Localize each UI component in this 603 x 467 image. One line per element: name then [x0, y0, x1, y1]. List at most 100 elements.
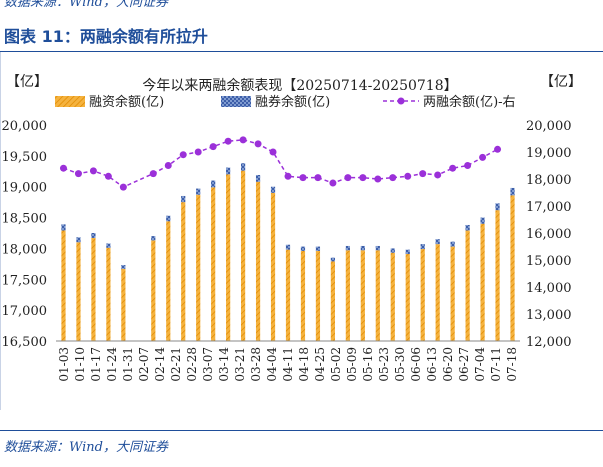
bottom-source-note: 数据来源：Wind，大同证券	[4, 440, 168, 455]
x-tick-label: 02-21	[169, 347, 183, 382]
financing-bar	[315, 250, 321, 341]
total-balance-point	[329, 179, 337, 187]
total-balance-point	[149, 170, 157, 178]
total-balance-point	[359, 174, 367, 182]
securities-bar	[270, 186, 276, 193]
left-tick-label: 18,000	[2, 242, 48, 257]
total-balance-point	[374, 175, 382, 183]
legend-label-securities: 融券余额(亿)	[255, 94, 330, 110]
securities-bar	[420, 244, 425, 250]
x-tick-label: 05-23	[377, 347, 391, 382]
right-tick-label: 13,000	[526, 308, 572, 323]
securities-bar	[330, 257, 336, 262]
x-tick-label: 02-28	[185, 347, 199, 382]
total-balance-point	[269, 148, 277, 156]
securities-bar	[450, 241, 455, 247]
total-balance-point	[344, 174, 352, 182]
x-tick-label: 01-10	[73, 347, 87, 382]
securities-bar	[255, 174, 261, 182]
financing-bar	[255, 181, 261, 341]
left-tick-label: 20,000	[2, 119, 48, 134]
financing-bar	[151, 240, 156, 341]
x-tick-label: 04-04	[265, 347, 279, 382]
securities-bar	[61, 224, 66, 231]
financing-bar	[226, 174, 231, 341]
securities-bar	[121, 265, 126, 269]
right-tick-label: 16,000	[526, 227, 572, 242]
financing-bar	[181, 202, 186, 341]
legend-marker-total	[397, 97, 405, 105]
x-tick-label: 03-07	[201, 347, 215, 382]
financing-bar	[240, 170, 246, 341]
x-tick-label: 06-27	[457, 347, 471, 382]
x-tick-label: 04-18	[297, 347, 311, 382]
left-tick-label: 17,000	[2, 304, 48, 319]
x-tick-label: 03-28	[249, 347, 263, 382]
securities-bar	[315, 246, 321, 251]
financing-bar	[495, 210, 500, 341]
securities-bar	[285, 244, 291, 250]
right-tick-label: 20,000	[526, 119, 572, 134]
x-tick-label: 06-06	[409, 347, 423, 382]
total-balance-point	[314, 174, 322, 182]
total-balance-point	[74, 170, 82, 178]
chart-frame-left	[0, 52, 1, 410]
financing-bar	[121, 268, 126, 341]
financing-bar	[270, 192, 276, 341]
financing-bar	[450, 246, 455, 341]
financing-bar	[300, 250, 306, 341]
financing-bar	[166, 221, 171, 341]
right-tick-label: 19,000	[526, 146, 572, 161]
left-tick-label: 16,500	[2, 335, 48, 350]
securities-bar	[106, 243, 111, 248]
total-balance-point	[239, 136, 247, 144]
x-tick-label: 01-31	[121, 347, 135, 382]
legend-swatch-securities	[221, 96, 251, 107]
securities-bar	[345, 245, 350, 251]
securities-bar	[360, 245, 365, 251]
financing-bar	[420, 249, 425, 341]
financing-bar	[435, 244, 440, 341]
total-balance-point	[389, 174, 397, 182]
title-rule	[0, 51, 603, 52]
x-tick-label: 07-04	[473, 347, 487, 382]
top-source-note: 数据来源：Wind，大同证券	[4, 0, 168, 10]
total-balance-point	[209, 143, 217, 151]
legend: 融资余额(亿) 融券余额(亿) 两融余额(亿)-右	[55, 94, 516, 110]
securities-bar	[91, 233, 96, 238]
x-tick-label: 07-18	[505, 347, 519, 382]
financing-bar	[285, 249, 291, 341]
financing-bar	[345, 250, 350, 341]
financing-bar	[196, 194, 201, 341]
left-tick-label: 19,500	[2, 150, 48, 165]
x-tick-label: 01-17	[89, 347, 103, 382]
securities-bar	[405, 249, 410, 254]
financing-bar	[211, 187, 216, 341]
total-balance-point	[164, 162, 172, 169]
right-tick-label: 12,000	[526, 335, 572, 350]
right-tick-label: 17,000	[526, 200, 572, 215]
securities-bar	[151, 236, 156, 241]
total-balance-point	[89, 167, 97, 175]
securities-bar	[240, 163, 246, 171]
x-tick-label: 03-21	[233, 347, 247, 382]
x-tick-label: 05-09	[345, 347, 359, 382]
total-balance-point	[104, 172, 112, 180]
total-balance-point	[419, 170, 427, 178]
x-axis: 01-03 01-10 01-17 01-24 01-31 02-07 02-14 02-21…	[56, 340, 520, 382]
securities-bar	[495, 203, 500, 211]
left-axis-unit: 【亿】	[6, 74, 48, 90]
financing-bar	[360, 250, 365, 341]
total-balance-point	[479, 153, 487, 161]
total-balance-point	[194, 148, 202, 156]
x-tick-label: 02-14	[153, 347, 167, 382]
bottom-rule	[0, 430, 603, 431]
right-axis-unit: 【亿】	[540, 74, 582, 90]
total-balance-point	[284, 172, 292, 180]
total-balance-point	[494, 145, 502, 153]
bar-series	[61, 163, 515, 341]
left-axis: 16,500 17,000 17,500 18,000 18,500 19,000 19,5…	[2, 119, 48, 350]
financing-bar	[390, 252, 395, 341]
financing-bar	[76, 242, 81, 341]
